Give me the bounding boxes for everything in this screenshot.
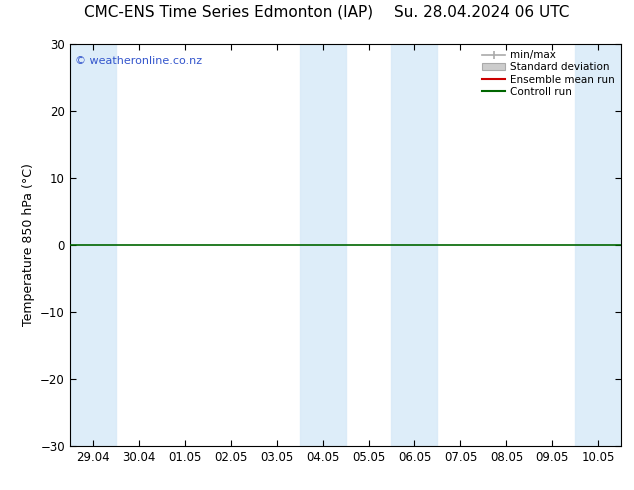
Y-axis label: Temperature 850 hPa (°C): Temperature 850 hPa (°C) [22,164,35,326]
Bar [391,44,437,446]
Text: CMC-ENS Time Series Edmonton (IAP): CMC-ENS Time Series Edmonton (IAP) [84,4,373,20]
Bar [575,44,621,446]
Legend: min/max, Standard deviation, Ensemble mean run, Controll run: min/max, Standard deviation, Ensemble me… [479,47,618,100]
Bar [70,44,115,446]
Text: © weatheronline.co.nz: © weatheronline.co.nz [75,56,202,66]
Bar [299,44,346,446]
Text: Su. 28.04.2024 06 UTC: Su. 28.04.2024 06 UTC [394,4,569,20]
